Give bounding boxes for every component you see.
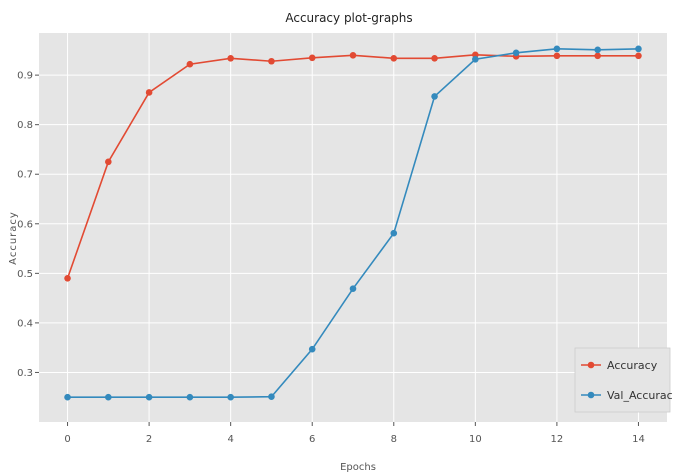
legend-label-val-accuracy: Val_Accuracy — [607, 389, 673, 402]
data-point-val-accuracy — [594, 46, 601, 54]
x-tick-label: 14 — [632, 434, 645, 445]
data-point-val-accuracy — [105, 393, 112, 401]
data-point-accuracy — [349, 51, 357, 59]
data-point-val-accuracy — [186, 393, 194, 401]
legend-marker-accuracy — [587, 361, 595, 369]
legend-marker-val-accuracy — [587, 391, 595, 399]
x-tick-label: 4 — [227, 434, 233, 445]
x-axis-label: Epochs — [340, 462, 376, 473]
y-tick-label: 0.9 — [17, 71, 33, 82]
data-point-val-accuracy — [145, 393, 153, 401]
x-tick-label: 12 — [551, 434, 564, 445]
y-tick-label: 0.4 — [17, 318, 33, 329]
data-point-accuracy — [268, 57, 275, 65]
y-axis-ticks: 0.3 0.4 0.5 0.6 0.7 0.8 0.9 — [17, 71, 39, 379]
data-point-val-accuracy — [431, 93, 438, 100]
data-point-val-accuracy — [349, 285, 357, 292]
data-point-accuracy — [594, 52, 601, 60]
data-point-val-accuracy — [64, 393, 71, 401]
data-point-val-accuracy — [512, 49, 520, 57]
data-point-accuracy — [553, 52, 561, 60]
data-point-val-accuracy — [308, 345, 316, 353]
data-point-accuracy — [105, 158, 112, 166]
data-point-accuracy — [390, 54, 398, 62]
series-accuracy — [64, 51, 642, 282]
y-tick-label: 0.5 — [17, 269, 33, 280]
y-tick-label: 0.7 — [17, 170, 33, 181]
grid — [39, 33, 667, 422]
data-point-accuracy — [145, 89, 153, 96]
legend-label-accuracy: Accuracy — [607, 359, 658, 372]
series-layer — [64, 45, 642, 401]
x-tick-label: 10 — [469, 434, 482, 445]
data-point-val-accuracy — [635, 45, 642, 53]
plot-area — [39, 33, 667, 422]
data-point-accuracy — [64, 274, 71, 282]
data-point-val-accuracy — [472, 55, 479, 63]
x-tick-label: 0 — [64, 434, 70, 445]
y-tick-label: 0.8 — [17, 120, 33, 131]
data-point-accuracy — [308, 54, 316, 62]
x-tick-label: 6 — [309, 434, 315, 445]
y-tick-label: 0.6 — [17, 219, 33, 230]
series-val-accuracy — [64, 45, 642, 401]
x-tick-label: 8 — [391, 434, 397, 445]
data-point-val-accuracy — [553, 45, 561, 53]
data-point-accuracy — [431, 54, 438, 62]
data-point-val-accuracy — [227, 393, 234, 401]
x-axis-ticks: 0 2 4 6 8 10 12 14 — [64, 422, 645, 445]
x-tick-label: 2 — [146, 434, 152, 445]
data-point-accuracy — [635, 52, 642, 60]
data-point-accuracy — [227, 54, 234, 62]
chart-title: Accuracy plot-graphs — [285, 11, 412, 25]
data-point-accuracy — [186, 60, 194, 68]
y-axis-label: Accuracy — [8, 211, 19, 265]
data-point-val-accuracy — [268, 393, 275, 401]
data-point-val-accuracy — [390, 229, 398, 237]
legend-box — [574, 347, 671, 413]
legend: Accuracy Val_Accuracy — [574, 347, 673, 413]
y-tick-label: 0.3 — [17, 368, 33, 379]
